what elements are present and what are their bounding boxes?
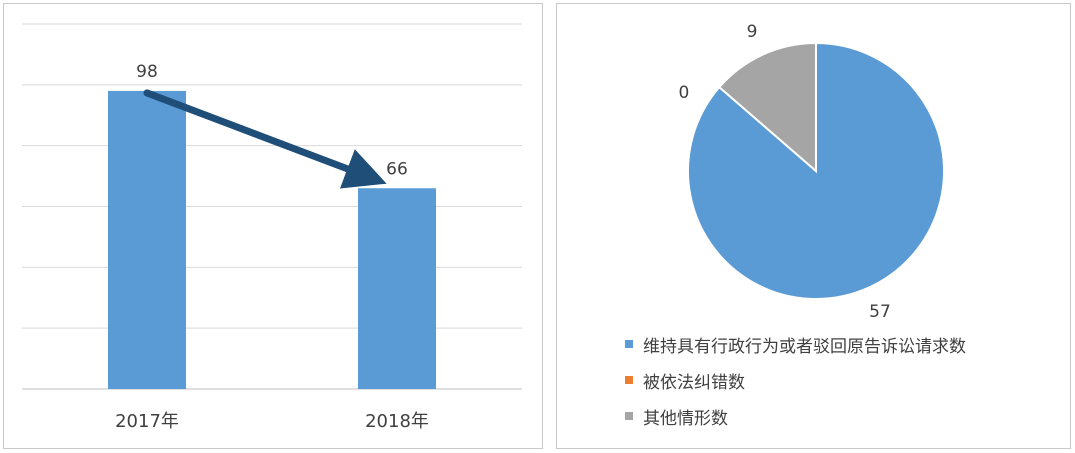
bar-marks: [108, 90, 436, 390]
bar-data-label-2018: 66: [386, 159, 408, 179]
legend-swatch-corrected: [625, 376, 633, 384]
pie-slices: [687, 41, 945, 300]
pie-chart-panel: 57 0 9 维持具有行政行为或者驳回原告诉讼请求数 被依法纠错数 其他情形数: [556, 3, 1071, 449]
bar-data-label-2017: 98: [136, 62, 158, 82]
bar-2017年: [108, 90, 186, 390]
legend-swatch-other: [625, 412, 633, 420]
legend-label-other: 其他情形数: [643, 408, 728, 429]
pie-chart: 57 0 9: [678, 22, 945, 322]
legend-item-sustained: 维持具有行政行为或者驳回原告诉讼请求数: [625, 326, 966, 362]
x-tick-label-2017: 2017年: [115, 411, 179, 432]
legend-item-other: 其他情形数: [625, 398, 966, 434]
pie-data-label-sustained: 57: [869, 302, 891, 322]
pie-legend: 维持具有行政行为或者驳回原告诉讼请求数 被依法纠错数 其他情形数: [625, 326, 966, 434]
bar-2018年: [358, 188, 436, 389]
pie-data-label-corrected: 0: [678, 83, 689, 103]
trend-arrow: [143, 89, 387, 189]
legend-swatch-sustained: [625, 340, 633, 348]
x-tick-label-2018: 2018年: [365, 411, 429, 432]
pie-slice-2: [717, 41, 817, 174]
bar-chart: 98 66 2017年 2018年: [22, 23, 522, 432]
bar-gridlines: [22, 23, 522, 390]
legend-item-corrected: 被依法纠错数: [625, 362, 966, 398]
bar-chart-panel: 98 66 2017年 2018年: [3, 3, 543, 449]
pie-data-label-other: 9: [747, 22, 758, 42]
legend-label-sustained: 维持具有行政行为或者驳回原告诉讼请求数: [643, 336, 966, 357]
legend-label-corrected: 被依法纠错数: [643, 372, 745, 393]
